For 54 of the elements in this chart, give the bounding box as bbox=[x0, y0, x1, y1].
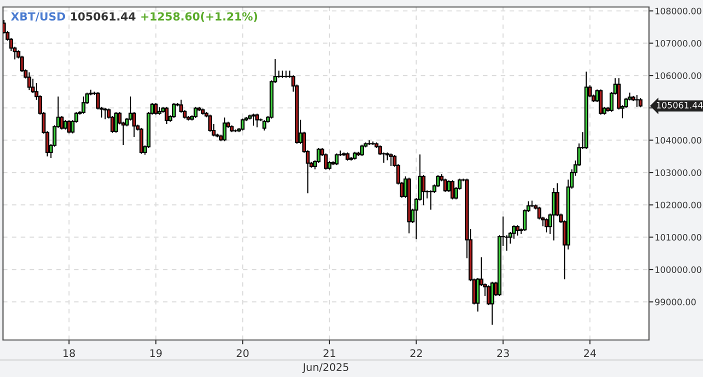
y-tick-label: 102000.00 bbox=[656, 202, 702, 208]
chart-subtitle: 105061.44 bbox=[71, 12, 136, 21]
candlestick bbox=[512, 224, 516, 240]
candlestick bbox=[139, 127, 144, 154]
y-tick-label: 101000.00 bbox=[656, 234, 702, 241]
x-tick-label: 22 bbox=[410, 349, 422, 357]
candlestick bbox=[635, 94, 639, 108]
x-axis-title: Jun/2025 bbox=[302, 363, 348, 373]
candlestick bbox=[544, 218, 548, 233]
candlestick bbox=[67, 120, 71, 134]
candlestick bbox=[360, 144, 364, 157]
candlestick bbox=[194, 106, 198, 118]
y-tick-label: 106000.00 bbox=[656, 72, 702, 79]
candlestick bbox=[222, 117, 226, 142]
candlestick bbox=[103, 107, 108, 120]
candlestick bbox=[255, 113, 260, 128]
candlestick bbox=[490, 281, 494, 326]
y-tick-label: 103000.00 bbox=[656, 169, 702, 176]
annotation: +1258.60(+1.21%) bbox=[141, 12, 258, 22]
x-tick-label: 18 bbox=[64, 349, 75, 358]
candlestick bbox=[27, 72, 32, 91]
y-tick-label: 104000.00 bbox=[656, 137, 702, 144]
y-tick-label: 100000.00 bbox=[656, 266, 702, 273]
x-tick-label: 19 bbox=[150, 349, 162, 358]
candlestick bbox=[367, 140, 372, 146]
y-tick-label: 107000.00 bbox=[656, 40, 702, 47]
candlestick bbox=[82, 96, 86, 114]
candlestick bbox=[154, 102, 158, 116]
candlestick bbox=[516, 224, 520, 236]
candlestick bbox=[389, 152, 393, 167]
x-tick-label: 24 bbox=[584, 349, 596, 357]
candlestick bbox=[164, 106, 169, 125]
candlestick bbox=[552, 187, 556, 241]
x-tick-label: 23 bbox=[497, 349, 509, 358]
candlestick bbox=[422, 174, 426, 206]
candlestick bbox=[443, 178, 448, 192]
y-tick-label: 108000.00 bbox=[656, 8, 702, 14]
candlestick bbox=[486, 284, 491, 306]
candlestick bbox=[208, 114, 212, 132]
candlestick bbox=[450, 180, 454, 200]
candlestick bbox=[262, 120, 266, 132]
candlestick bbox=[638, 98, 642, 108]
candlestick bbox=[63, 120, 68, 130]
x-tick-label: 20 bbox=[236, 349, 249, 358]
y-tick-label: 99000.00 bbox=[655, 298, 696, 306]
candlestick bbox=[172, 102, 176, 118]
x-tick-label: 21 bbox=[324, 349, 336, 357]
candlestick bbox=[114, 112, 118, 134]
candlestick bbox=[334, 152, 339, 166]
candlestick bbox=[252, 113, 256, 126]
chart-title: XBT/USD bbox=[10, 12, 66, 22]
text: 105061.44 bbox=[656, 102, 703, 108]
candlestick bbox=[240, 118, 245, 132]
candlestick bbox=[598, 88, 603, 116]
